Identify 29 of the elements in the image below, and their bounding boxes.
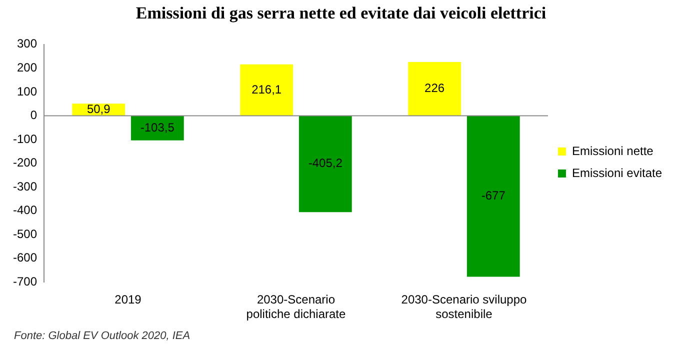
data-label: 226 xyxy=(424,81,445,96)
x-tick-label: 2030-Scenario sviluppo sostenibile xyxy=(401,292,528,322)
legend-label: Emissioni nette xyxy=(572,144,654,158)
y-tick-label: 200 xyxy=(16,60,38,74)
y-tick-label: 0 xyxy=(30,108,38,122)
y-tick-label: -500 xyxy=(12,226,38,241)
y-tick-label: 100 xyxy=(16,84,38,98)
data-label: 216,1 xyxy=(252,82,282,96)
y-tick-label: -400 xyxy=(12,203,38,218)
bar xyxy=(298,116,352,212)
data-label: 50,9 xyxy=(86,102,111,116)
chart-title: Emissioni di gas serra nette ed evitate dai veicoli elettrici xyxy=(136,4,546,23)
x-tick-label: 2030-Scenario politiche dichiarate xyxy=(246,292,346,322)
data-label: -103,5 xyxy=(140,120,175,134)
source-note: Fonte: Global EV Outlook 2020, IEA xyxy=(14,330,190,342)
data-label: -405,2 xyxy=(308,156,343,170)
bar xyxy=(130,116,184,140)
bar xyxy=(466,116,520,277)
data-label: -677 xyxy=(481,188,506,203)
y-tick-label: -300 xyxy=(12,179,38,194)
x-tick-label: 2019 xyxy=(114,292,142,307)
y-tick-label: -100 xyxy=(12,132,38,146)
y-tick-label: 300 xyxy=(16,36,38,51)
y-tick-label: -200 xyxy=(12,156,38,170)
bar xyxy=(240,64,294,116)
bar xyxy=(408,62,462,116)
legend-label: Emissioni evitate xyxy=(572,166,662,180)
y-tick-label: -600 xyxy=(12,250,38,265)
y-tick-label: -700 xyxy=(12,274,38,289)
